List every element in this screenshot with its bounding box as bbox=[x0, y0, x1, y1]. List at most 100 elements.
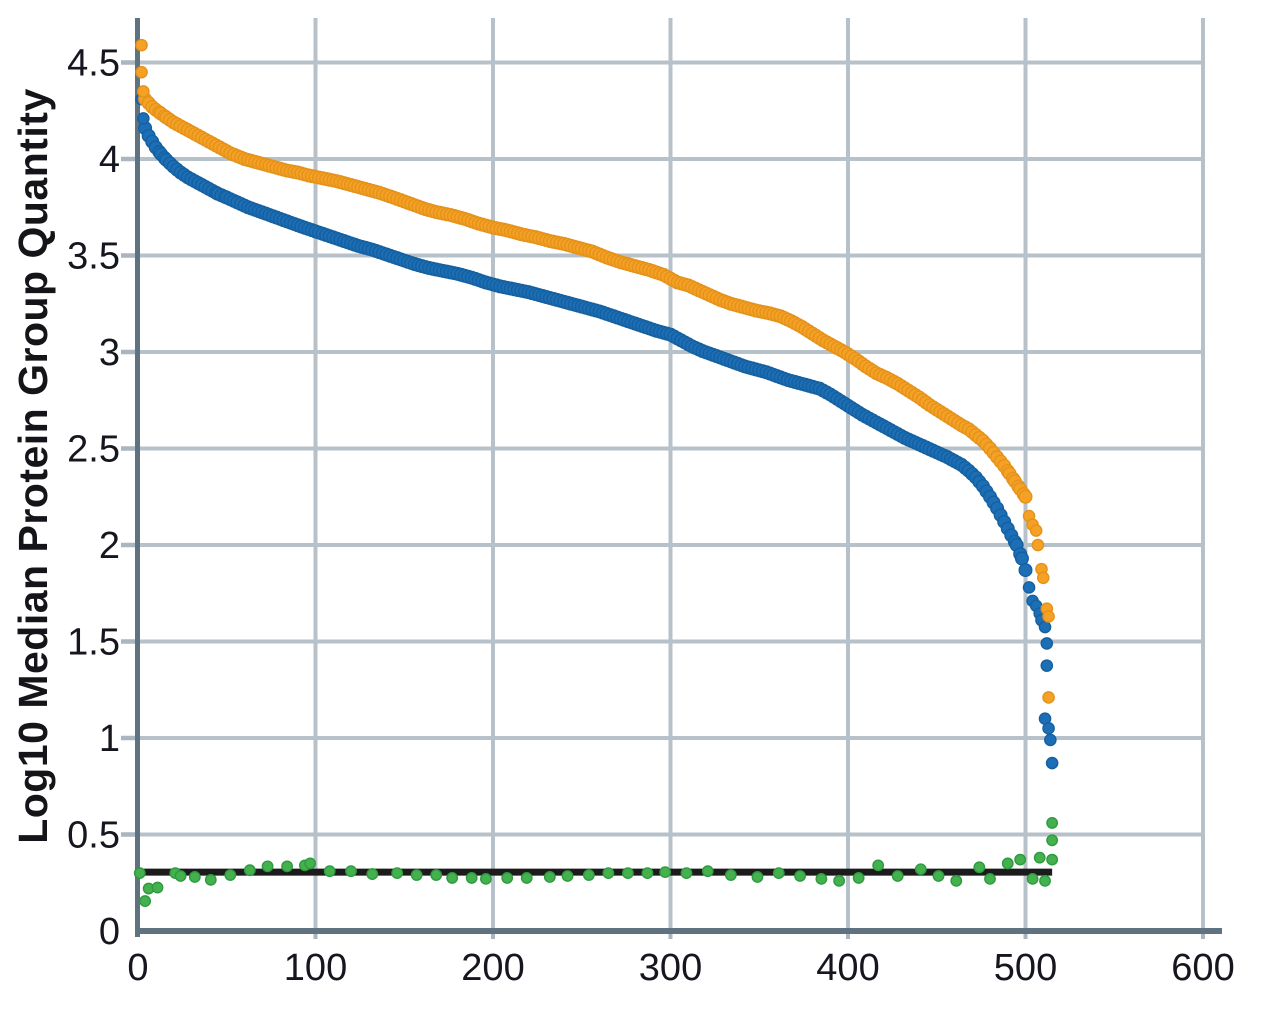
data-point bbox=[1026, 872, 1039, 885]
data-point bbox=[520, 872, 533, 884]
data-point bbox=[794, 870, 806, 882]
data-point bbox=[1022, 581, 1036, 594]
reference-line-bar bbox=[138, 868, 1053, 876]
data-point bbox=[174, 870, 187, 882]
data-point bbox=[984, 872, 996, 885]
gridlines bbox=[138, 18, 1205, 929]
data-point bbox=[1040, 637, 1054, 650]
data-point bbox=[1045, 756, 1059, 770]
data-point bbox=[1038, 620, 1052, 634]
y-tick-label: 3.5 bbox=[67, 236, 120, 278]
y-tick-labels: 0 0.5 1 1.5 2 2.5 3 3.5 4 4.5 bbox=[67, 43, 120, 954]
data-point bbox=[561, 870, 574, 882]
data-point bbox=[151, 881, 164, 894]
series-green bbox=[133, 817, 1059, 907]
x-tick-label: 400 bbox=[816, 947, 879, 989]
data-point bbox=[139, 895, 152, 907]
y-tick-label: 4.5 bbox=[67, 43, 120, 85]
data-point bbox=[1014, 853, 1027, 866]
data-point bbox=[261, 860, 274, 873]
data-point bbox=[133, 867, 146, 879]
data-point bbox=[1029, 524, 1043, 537]
data-point bbox=[582, 869, 595, 881]
data-point bbox=[1046, 834, 1059, 847]
data-point bbox=[1018, 489, 1033, 504]
data-point bbox=[1039, 874, 1051, 887]
series-blue bbox=[135, 92, 1059, 770]
data-point bbox=[751, 871, 764, 883]
data-point bbox=[304, 857, 317, 870]
data-point bbox=[659, 866, 672, 879]
data-point bbox=[430, 869, 443, 881]
series-orange bbox=[135, 38, 1055, 704]
data-point bbox=[1046, 817, 1059, 829]
data-point bbox=[852, 872, 865, 884]
y-tick-label: 0 bbox=[99, 911, 120, 953]
y-tick-label: 2 bbox=[99, 525, 120, 567]
data-point bbox=[366, 868, 379, 880]
data-point bbox=[137, 112, 150, 125]
data-point bbox=[135, 38, 148, 52]
data-point bbox=[446, 872, 459, 884]
y-tick-label: 3 bbox=[99, 332, 120, 374]
data-point bbox=[602, 867, 615, 879]
data-point bbox=[1044, 733, 1057, 747]
x-tick-label: 500 bbox=[994, 947, 1057, 989]
data-point bbox=[1031, 538, 1045, 552]
data-point bbox=[135, 65, 148, 79]
data-point bbox=[410, 869, 423, 881]
data-point bbox=[281, 860, 293, 873]
data-point bbox=[543, 871, 556, 883]
y-tick-label: 4 bbox=[99, 139, 120, 181]
y-tick-label: 1 bbox=[99, 718, 120, 760]
data-point bbox=[1042, 610, 1055, 623]
data-point bbox=[1042, 722, 1055, 735]
x-tick-label: 100 bbox=[284, 947, 347, 989]
data-point bbox=[1018, 563, 1033, 578]
data-point bbox=[932, 870, 945, 882]
data-point bbox=[950, 874, 963, 887]
data-point bbox=[833, 874, 846, 887]
data-point bbox=[815, 872, 828, 885]
data-point bbox=[641, 867, 654, 879]
data-point bbox=[622, 867, 634, 879]
tick-marks bbox=[121, 60, 1205, 939]
axes bbox=[135, 18, 1222, 937]
y-tick-label: 1.5 bbox=[67, 622, 120, 664]
data-point bbox=[224, 869, 237, 881]
data-point bbox=[872, 859, 885, 872]
data-point bbox=[1014, 551, 1029, 566]
data-point bbox=[1036, 571, 1050, 585]
data-point bbox=[465, 872, 478, 884]
data-point bbox=[1001, 857, 1014, 870]
data-point bbox=[701, 865, 714, 878]
data-point bbox=[1040, 659, 1054, 672]
data-point bbox=[891, 870, 904, 882]
data-point bbox=[973, 861, 986, 874]
data-point bbox=[501, 872, 514, 884]
y-axis-title: Log10 Median Protein Group Quantity bbox=[10, 88, 56, 844]
data-point bbox=[243, 864, 256, 877]
y-tick-label: 0.5 bbox=[67, 815, 120, 857]
x-tick-label: 600 bbox=[1171, 947, 1234, 989]
x-tick-label: 0 bbox=[127, 947, 148, 989]
data-point bbox=[724, 869, 737, 881]
reference-line bbox=[138, 868, 1053, 876]
data-point bbox=[188, 871, 201, 883]
y-tick-label: 2.5 bbox=[67, 429, 120, 471]
data-point bbox=[914, 863, 927, 876]
data-point bbox=[391, 867, 404, 879]
data-point bbox=[137, 85, 150, 98]
data-point bbox=[345, 865, 357, 878]
data-point bbox=[204, 873, 217, 886]
data-point bbox=[1042, 691, 1055, 704]
data-point bbox=[1033, 851, 1046, 864]
data-point bbox=[772, 867, 785, 879]
x-tick-label: 300 bbox=[639, 947, 702, 989]
x-tick-label: 200 bbox=[461, 947, 524, 989]
x-tick-labels: 0 100 200 300 400 500 600 bbox=[127, 947, 1234, 989]
data-point bbox=[479, 872, 492, 885]
data-point bbox=[680, 867, 693, 879]
